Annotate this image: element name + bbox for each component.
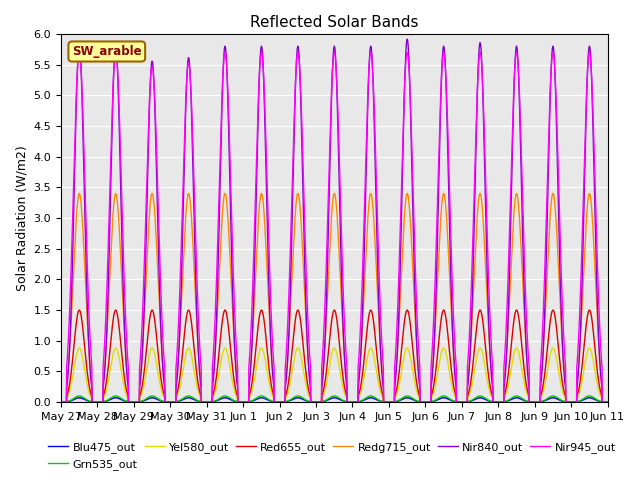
Grn535_out	[457, 399, 465, 405]
Yel580_out	[604, 399, 611, 405]
Nir945_out	[488, 350, 495, 356]
Grn535_out	[57, 399, 65, 405]
Grn535_out	[488, 398, 495, 404]
Y-axis label: Solar Radiation (W/m2): Solar Radiation (W/m2)	[15, 145, 28, 291]
Blu475_out	[156, 397, 163, 403]
Nir840_out	[427, 399, 435, 405]
Redg715_out	[156, 301, 163, 307]
Nir840_out	[457, 399, 465, 405]
Red655_out	[156, 362, 163, 368]
Blu475_out	[57, 399, 65, 405]
Blu475_out	[314, 399, 322, 405]
Blu475_out	[457, 399, 465, 405]
Nir945_out	[603, 399, 611, 405]
Yel580_out	[156, 377, 163, 383]
Redg715_out	[603, 399, 611, 405]
Yel580_out	[57, 399, 65, 405]
Nir945_out	[156, 241, 163, 247]
Blu475_out	[604, 399, 611, 405]
Text: SW_arable: SW_arable	[72, 45, 141, 58]
Red655_out	[604, 399, 611, 405]
Red655_out	[488, 391, 495, 396]
Redg715_out	[604, 399, 611, 405]
Grn535_out	[156, 396, 163, 402]
Yel580_out	[314, 399, 322, 405]
Yel580_out	[488, 394, 495, 400]
Nir840_out	[314, 399, 321, 405]
Nir840_out	[57, 399, 65, 405]
Redg715_out	[57, 399, 65, 405]
Redg715_out	[314, 399, 322, 405]
Grn535_out	[604, 399, 611, 405]
Grn535_out	[427, 399, 435, 405]
Line: Nir945_out: Nir945_out	[61, 52, 607, 402]
Line: Yel580_out: Yel580_out	[61, 348, 607, 402]
Yel580_out	[76, 345, 83, 351]
Yel580_out	[603, 399, 611, 405]
Line: Grn535_out: Grn535_out	[61, 396, 607, 402]
Redg715_out	[457, 399, 465, 405]
Nir945_out	[604, 399, 611, 405]
Redg715_out	[427, 399, 435, 405]
Redg715_out	[76, 191, 83, 196]
Line: Blu475_out: Blu475_out	[61, 398, 607, 402]
Nir840_out	[488, 376, 495, 382]
Grn535_out	[603, 399, 611, 405]
Nir840_out	[604, 399, 611, 405]
Yel580_out	[457, 399, 465, 405]
Red655_out	[76, 307, 83, 313]
Grn535_out	[76, 393, 83, 399]
Red655_out	[603, 399, 611, 405]
Title: Reflected Solar Bands: Reflected Solar Bands	[250, 15, 419, 30]
Nir840_out	[403, 36, 411, 42]
Red655_out	[57, 399, 65, 405]
Blu475_out	[76, 395, 83, 401]
Nir840_out	[156, 276, 163, 282]
Blu475_out	[427, 399, 435, 405]
Line: Redg715_out: Redg715_out	[61, 193, 607, 402]
Line: Red655_out: Red655_out	[61, 310, 607, 402]
Nir945_out	[457, 399, 465, 405]
Yel580_out	[427, 399, 435, 405]
Red655_out	[314, 399, 322, 405]
Red655_out	[427, 399, 435, 405]
Line: Nir840_out: Nir840_out	[61, 39, 607, 402]
Red655_out	[457, 399, 465, 405]
Grn535_out	[314, 399, 322, 405]
Nir945_out	[427, 399, 435, 405]
Blu475_out	[488, 399, 495, 405]
Redg715_out	[488, 370, 495, 376]
Nir945_out	[314, 399, 322, 405]
Blu475_out	[603, 399, 611, 405]
Nir945_out	[57, 399, 65, 405]
Legend: Blu475_out, Grn535_out, Yel580_out, Red655_out, Redg715_out, Nir840_out, Nir945_: Blu475_out, Grn535_out, Yel580_out, Red6…	[44, 438, 620, 474]
Nir840_out	[603, 399, 611, 405]
Nir945_out	[76, 49, 83, 55]
